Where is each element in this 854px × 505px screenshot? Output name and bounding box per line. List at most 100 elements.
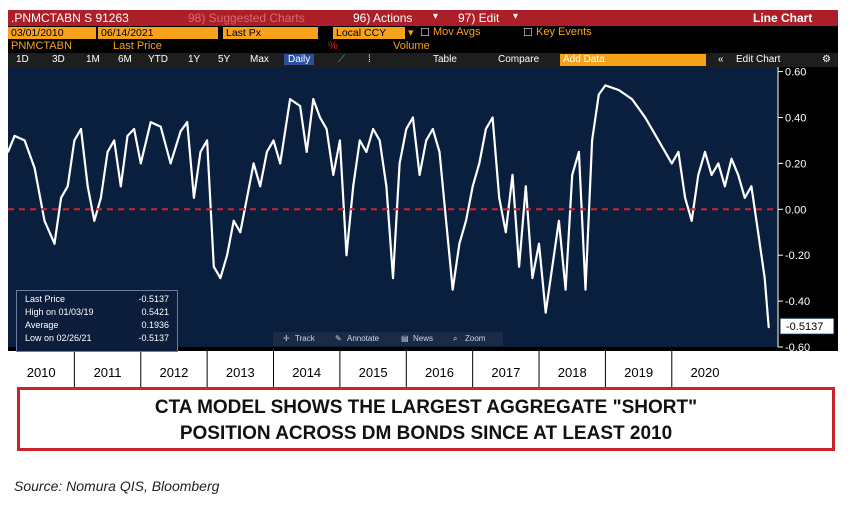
line-chart-icon[interactable]: ⟋ [338,54,345,65]
data-point [232,219,235,222]
range-max[interactable]: Max [250,54,269,65]
data-point [478,162,481,165]
data-point [498,196,501,199]
annotate-button[interactable]: Annotate [347,334,380,343]
data-point [690,219,693,222]
zoom-icon[interactable]: ⌕ [453,334,458,343]
range-5y[interactable]: 5Y [218,54,231,65]
y-tick-label: 0.00 [785,204,806,216]
data-point [411,116,414,119]
y-tick-label: -0.20 [785,250,810,262]
data-point [99,196,102,199]
data-point [93,219,96,222]
legend-value-low: -0.5137 [138,333,169,343]
news-button[interactable]: News [413,334,434,343]
data-point [219,277,222,280]
x-axis-band [8,351,838,390]
data-point [66,185,69,188]
data-point [538,242,540,245]
key-events-checkbox-icon[interactable]: ☐ [523,27,533,39]
data-point [757,231,760,234]
add-data-input[interactable]: Add Data [560,54,706,66]
range-1m[interactable]: 1M [86,54,100,65]
key-events-toggle[interactable]: Key Events [536,26,592,38]
news-icon[interactable]: ▤ [401,334,409,343]
data-point [591,139,594,142]
annotate-icon[interactable]: ✎ [335,334,342,343]
edit-menu[interactable]: 97) Edit [458,11,500,25]
currency-select[interactable]: Local CCY [333,27,405,39]
mov-avgs-checkbox-icon[interactable]: ☐ [420,27,430,39]
data-point [458,242,461,245]
data-point [405,128,408,130]
data-point [471,185,474,188]
range-1y[interactable]: 1Y [188,54,201,65]
chart-tools-bar: ✛ Track ✎ Annotate ▤ News ⌕ Zoom [273,332,503,346]
data-point [239,231,242,234]
start-date-field[interactable]: 03/01/2010 [8,27,96,39]
legend-label-last: Last Price [25,294,66,304]
legend-label-low: Low on 02/26/21 [25,333,92,343]
data-point [717,162,720,165]
data-point [186,121,189,124]
range-toolbar: 1D 3D 1M 6M YTD 1Y 5Y Max Daily ⟋ ⁞ Tabl… [8,53,838,67]
suggested-charts-button[interactable]: 98) Suggested Charts [188,11,305,25]
y-tick-label: 0.60 [785,67,806,79]
data-point [139,162,142,165]
bar-style-icon[interactable]: ⁞ [368,54,371,65]
track-icon[interactable]: ✛ [283,334,290,343]
range-1d[interactable]: 1D [16,54,29,65]
data-point [491,116,494,119]
data-point [571,173,574,176]
range-ytd[interactable]: YTD [148,54,168,65]
data-point [246,196,248,199]
data-point [710,173,713,176]
range-6m[interactable]: 6M [118,54,132,65]
price-field-select[interactable]: Last Px [223,27,318,39]
data-point [106,150,109,153]
x-tick-label: 2012 [159,365,188,380]
data-point [398,162,401,165]
currency-chevron-icon[interactable]: ▾ [408,27,414,39]
x-tick-label: 2019 [624,365,653,380]
y-tick-label: -0.60 [785,342,810,354]
volume-label: Volume [393,40,430,52]
actions-menu[interactable]: 96) Actions [353,11,413,25]
data-point [289,98,292,101]
actions-chevron-icon: ▾ [433,11,439,22]
mov-avgs-toggle[interactable]: Mov Avgs [433,26,481,38]
data-point [484,128,487,130]
period-select[interactable]: Daily [284,54,315,65]
end-date-field[interactable]: 06/14/2021 [98,27,218,39]
data-point [272,139,275,142]
data-point [418,173,421,176]
table-button[interactable]: Table [433,54,457,65]
data-point [511,173,514,176]
data-point [767,326,770,329]
x-tick-label: 2015 [359,365,388,380]
data-point [13,134,16,137]
collapse-icon[interactable]: « [718,54,724,65]
data-point [299,105,302,107]
track-button[interactable]: Track [295,334,315,343]
data-point [279,162,282,165]
data-point [8,150,9,153]
data-point [617,89,620,91]
data-point [169,162,172,165]
data-point [73,139,76,142]
data-point [319,116,321,119]
x-tick-label: 2014 [292,365,321,380]
gear-icon[interactable]: ⚙ [822,54,831,65]
data-point [352,185,355,188]
data-point [604,84,607,87]
edit-chart-button[interactable]: Edit Chart [736,54,781,65]
data-point [312,98,315,101]
compare-button[interactable]: Compare [498,54,540,65]
zoom-button[interactable]: Zoom [465,334,486,343]
data-point [126,134,129,137]
y-tick-label: 0.20 [785,158,806,170]
data-point [259,185,262,188]
data-point [119,185,122,188]
legend-label-average: Average [25,320,59,330]
range-3d[interactable]: 3D [52,54,65,65]
